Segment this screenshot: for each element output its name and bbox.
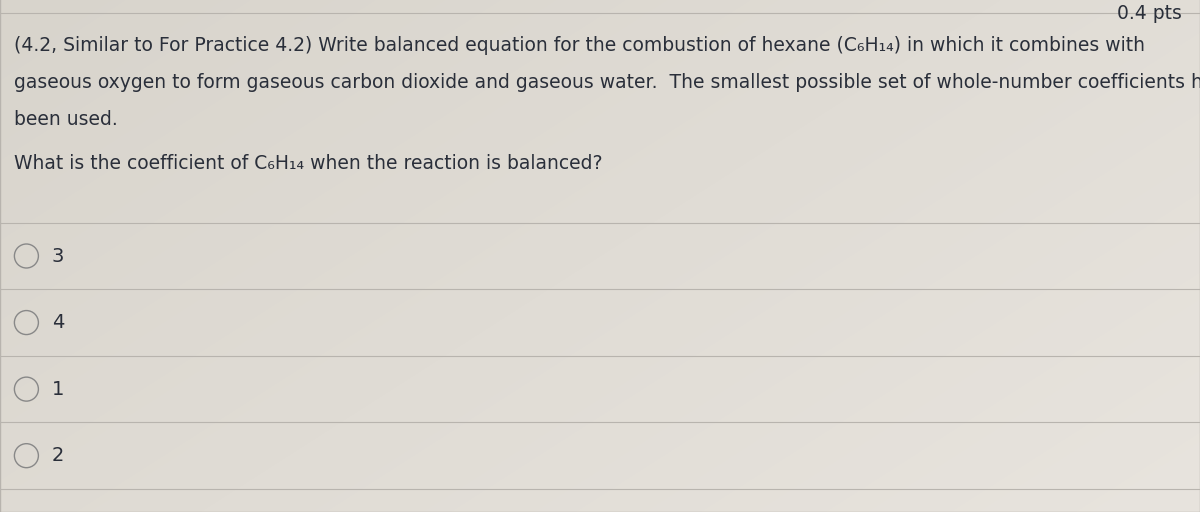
Text: gaseous oxygen to form gaseous carbon dioxide and gaseous water.  The smallest p: gaseous oxygen to form gaseous carbon di… [14, 73, 1200, 92]
Text: What is the coefficient of C₆H₁₄ when the reaction is balanced?: What is the coefficient of C₆H₁₄ when th… [14, 154, 602, 173]
Text: 3: 3 [52, 246, 64, 266]
Text: 2: 2 [52, 446, 64, 465]
Text: (4.2, Similar to For Practice 4.2) Write balanced equation for the combustion of: (4.2, Similar to For Practice 4.2) Write… [14, 36, 1146, 55]
Text: 1: 1 [52, 379, 64, 399]
Text: 4: 4 [52, 313, 64, 332]
Text: 0.4 pts: 0.4 pts [1117, 4, 1182, 23]
Text: been used.: been used. [14, 110, 118, 129]
